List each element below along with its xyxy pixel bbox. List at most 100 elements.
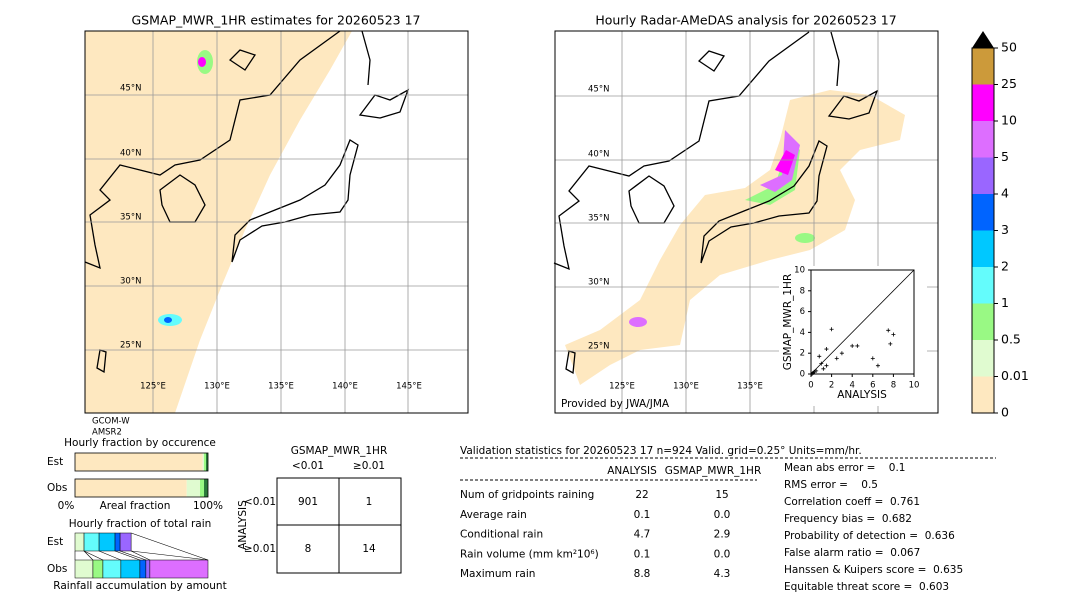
stats-column: GSMAP_MWR_1HR (665, 465, 761, 477)
axis-label: Areal fraction (100, 500, 171, 512)
stats-value: 4.3 (714, 568, 731, 580)
stats-column: ANALYSIS (607, 465, 657, 477)
fraction-segment (102, 559, 122, 579)
lat-label: 30°N (120, 277, 141, 287)
panel-title: Hourly fraction of total rain (69, 518, 212, 530)
fraction-segment (75, 479, 187, 497)
panel-footer: Rainfall accumulation by amount (53, 580, 226, 592)
scatter-frame (810, 269, 915, 375)
col-label: ≥0.01 (353, 460, 385, 472)
fan-line (114, 550, 141, 561)
score: Equitable threat score = 0.603 (784, 581, 949, 593)
point (824, 347, 829, 352)
axis-label: 0% (58, 500, 75, 512)
stats-value: 4.7 (634, 529, 651, 541)
point (855, 343, 860, 348)
lat-label: 40°N (588, 150, 609, 160)
fan-line (131, 550, 209, 561)
fraction-segment (114, 532, 121, 552)
colorbar-label: 1 (1001, 295, 1009, 310)
fan-line (119, 550, 146, 561)
fraction-segment (206, 453, 208, 471)
point (812, 369, 817, 374)
fraction-segment (75, 453, 203, 471)
fan-line (98, 550, 121, 561)
credit: Provided by JWA/JMA (561, 398, 670, 410)
x-tick-label: 6 (870, 381, 875, 391)
stats-name: Average rain (460, 509, 527, 521)
fraction-segment (139, 559, 147, 579)
stats-header: Validation statistics for 20260523 17 n=… (460, 445, 862, 457)
stats-name: Rain volume (mm km²10⁶) (460, 548, 599, 560)
fraction-segment (83, 532, 100, 552)
table-cell: 1 (366, 496, 373, 508)
score: Hanssen & Kuipers score = 0.635 (784, 564, 963, 576)
colorbar-segment (972, 157, 994, 194)
lat-label: 25°N (120, 341, 141, 351)
lon-label: 130°E (204, 382, 230, 392)
y-tick-label: 6 (800, 307, 805, 317)
stats-value: 22 (635, 489, 648, 501)
row-label: Est (47, 536, 63, 548)
fan-line (83, 550, 94, 561)
colorbar-segment (972, 230, 994, 267)
point (821, 366, 826, 371)
map-title: GSMAP_MWR_1HR estimates for 20260523 17 (132, 13, 421, 28)
fraction-segment (145, 559, 151, 579)
fan-line (130, 550, 151, 561)
x-tick-label: 4 (849, 381, 854, 391)
y-tick-label: 8 (800, 286, 805, 296)
diagonal (810, 269, 915, 375)
colorbar-segment (972, 84, 994, 121)
point (888, 341, 893, 346)
colorbar-label: 3 (1001, 222, 1009, 237)
fraction-segment (186, 479, 201, 497)
fraction-segment (120, 559, 141, 579)
table-title: GSMAP_MWR_1HR (291, 445, 387, 457)
panel-title: Hourly fraction by occurence (64, 437, 216, 449)
table-cell: 14 (362, 543, 376, 555)
map-title: Hourly Radar-AMeDAS analysis for 2026052… (595, 13, 896, 28)
row-label: <0.01 (244, 496, 276, 508)
left-map (84, 30, 469, 414)
lat-label: 30°N (588, 278, 609, 288)
lon-label: 125°E (140, 382, 166, 392)
colorbar-label: 0.01 (1001, 368, 1029, 383)
lat-label: 35°N (120, 213, 141, 223)
fraction-segment (92, 559, 104, 579)
colorbar-label: 50 (1001, 40, 1017, 55)
lon-label: 145°E (396, 382, 422, 392)
point (817, 354, 822, 359)
stats-value: 0.0 (714, 509, 731, 521)
stats-name: Num of gridpoints raining (460, 489, 594, 501)
bar-frame (74, 452, 209, 472)
satellite-label: AMSR2 (92, 428, 122, 438)
fraction-segment (74, 532, 85, 552)
fraction-segment (204, 453, 207, 471)
fan-line (131, 532, 209, 561)
point (834, 356, 839, 361)
point (875, 363, 880, 368)
point (886, 328, 891, 333)
fraction-segment (119, 532, 132, 552)
colorbar-segment (972, 48, 994, 85)
score: Probability of detection = 0.636 (784, 530, 955, 542)
score: Mean abs error = 0.1 (784, 462, 905, 474)
point (829, 327, 834, 332)
axis-label: 100% (193, 500, 223, 512)
x-tick-label: 8 (891, 381, 896, 391)
row-title: ANALYSIS (237, 500, 249, 550)
lon-label: 135°E (737, 382, 763, 392)
lat-label: 25°N (588, 342, 609, 352)
lat-label: 45°N (588, 85, 609, 95)
col-label: <0.01 (292, 460, 324, 472)
x-tick-label: 10 (909, 381, 920, 391)
fraction-segment (202, 453, 205, 471)
lon-label: 140°E (332, 382, 358, 392)
colorbar-segment (972, 121, 994, 158)
colorbar-segment (972, 303, 994, 340)
stats-value: 2.9 (714, 529, 731, 541)
point (819, 361, 824, 366)
fraction-segment (98, 532, 116, 552)
